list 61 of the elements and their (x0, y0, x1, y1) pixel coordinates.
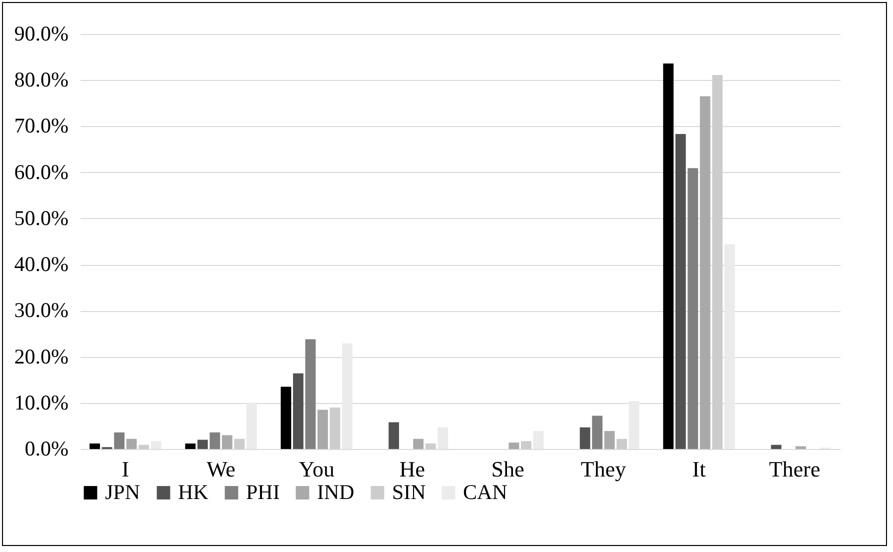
x-tick-label: They (580, 456, 626, 482)
bar (126, 438, 137, 449)
bar (438, 427, 448, 449)
bar (210, 432, 220, 449)
bar (413, 438, 424, 449)
legend-label: IND (317, 480, 354, 504)
legend-label: CAN (463, 480, 508, 504)
bar (616, 438, 627, 449)
x-tick-label: There (768, 456, 820, 482)
bar (185, 443, 196, 449)
bar (604, 431, 615, 449)
bar (150, 441, 162, 449)
bar (280, 386, 292, 449)
bar (771, 444, 782, 449)
bar (580, 427, 590, 449)
y-tick-label: 50.0% (14, 206, 68, 230)
bar (330, 408, 340, 449)
bar (592, 416, 602, 449)
legend-label: SIN (392, 480, 426, 504)
y-tick-label: 80.0% (14, 68, 68, 92)
y-tick-label: 70.0% (14, 114, 68, 138)
bar (663, 64, 674, 449)
x-tick-label: We (206, 456, 236, 482)
bar (388, 422, 400, 449)
y-tick-label: 10.0% (14, 390, 68, 414)
bar (318, 410, 328, 449)
bar (520, 441, 532, 449)
legend-label: PHI (246, 480, 280, 504)
bar (796, 446, 806, 449)
x-tick-label: It (692, 456, 706, 482)
y-tick-label: 0.0% (24, 436, 68, 460)
bar (508, 442, 520, 449)
legend-label: HK (178, 480, 208, 504)
bar (246, 403, 257, 449)
bar (293, 373, 304, 449)
y-tick-label: 20.0% (14, 344, 68, 368)
bar (222, 435, 232, 449)
bar (700, 96, 710, 449)
bar (197, 440, 208, 449)
bar (234, 438, 245, 449)
y-tick-label: 40.0% (14, 252, 68, 276)
bar (688, 168, 698, 449)
bar (675, 134, 686, 449)
x-tick-label: He (399, 456, 426, 482)
x-tick-label: She (491, 456, 524, 482)
bar (724, 244, 735, 449)
y-tick-label: 30.0% (14, 298, 68, 322)
legend-label: JPN (105, 480, 140, 504)
y-tick-label: 60.0% (14, 160, 68, 184)
bar (305, 339, 316, 449)
x-tick-label: You (298, 456, 334, 482)
x-tick-label: I (122, 456, 130, 482)
bar (712, 75, 723, 449)
y-tick-label: 90.0% (14, 22, 68, 46)
bar (425, 443, 436, 449)
bar (628, 401, 640, 449)
bar (90, 443, 100, 449)
bar (342, 343, 352, 449)
bar (533, 431, 544, 449)
bar (114, 432, 124, 449)
bar (138, 444, 149, 449)
